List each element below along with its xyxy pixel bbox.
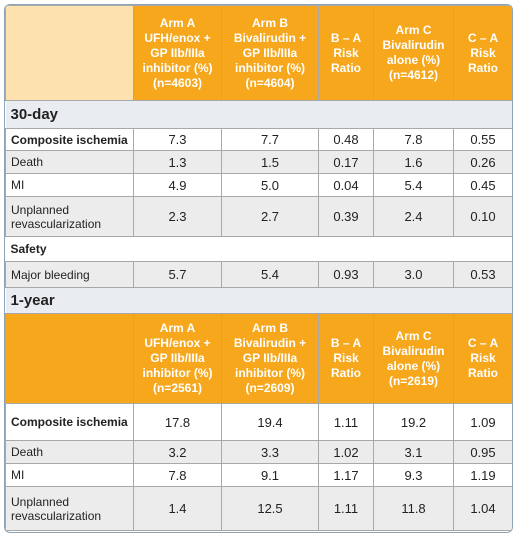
value-cell: 5.7 [133, 261, 222, 288]
value-cell: 5.4 [221, 261, 319, 288]
results-table-panel: Arm A UFH/enox + GP IIb/IIIa inhibitor (… [4, 4, 513, 533]
data-row: Unplanned revascularization 2.3 2.7 0.39 2.4… [5, 196, 512, 237]
data-row: Composite ischemia 17.8 19.4 1.11 19.2 1.09 [5, 403, 512, 441]
value-cell: 4.9 [133, 173, 222, 197]
value-cell: 1.02 [318, 440, 374, 464]
value-cell: 0.55 [453, 128, 512, 151]
table-body: Arm A UFH/enox + GP IIb/IIIa inhibitor (… [5, 5, 512, 531]
value-cell: 0.04 [318, 173, 374, 197]
value-cell: 1.11 [318, 486, 374, 531]
column-header: Arm B Bivalirudin + GP IIb/IIIa inhibito… [221, 5, 319, 101]
value-cell: 3.0 [373, 261, 454, 288]
section-title: 1-year [5, 287, 512, 314]
value-cell: 0.95 [453, 440, 512, 464]
value-cell: 5.0 [221, 173, 319, 197]
corner-cell [5, 313, 134, 404]
section-title-row: 1-year [5, 287, 512, 314]
row-label: Unplanned revascularization [5, 196, 134, 237]
value-cell: 9.3 [373, 463, 454, 487]
column-header: Arm B Bivalirudin + GP IIb/IIIa inhibito… [221, 313, 319, 404]
value-cell: 5.4 [373, 173, 454, 197]
data-row: MI 7.8 9.1 1.17 9.3 1.19 [5, 463, 512, 487]
data-row: MI 4.9 5.0 0.04 5.4 0.45 [5, 173, 512, 197]
value-cell: 2.3 [133, 196, 222, 237]
value-cell: 2.7 [221, 196, 319, 237]
value-cell: 2.4 [373, 196, 454, 237]
value-cell: 19.2 [373, 403, 454, 441]
row-label: MI [5, 173, 134, 197]
corner-cell [5, 5, 134, 101]
column-header: C – A Risk Ratio [453, 5, 512, 101]
value-cell: 1.4 [133, 486, 222, 531]
value-cell: 12.5 [221, 486, 319, 531]
column-header: Arm C Bivalirudin alone (%) (n=4612) [373, 5, 454, 101]
value-cell: 3.1 [373, 440, 454, 464]
value-cell: 7.8 [133, 463, 222, 487]
value-cell: 7.8 [373, 128, 454, 151]
column-header: C – A Risk Ratio [453, 313, 512, 404]
row-label: MI [5, 463, 134, 487]
value-cell: 1.6 [373, 150, 454, 174]
value-cell: 1.09 [453, 403, 512, 441]
value-cell: 0.48 [318, 128, 374, 151]
value-cell: 0.17 [318, 150, 374, 174]
value-cell: 1.11 [318, 403, 374, 441]
value-cell: 3.2 [133, 440, 222, 464]
value-cell: 3.3 [221, 440, 319, 464]
value-cell: 0.45 [453, 173, 512, 197]
column-header: B – A Risk Ratio [318, 313, 374, 404]
value-cell: 0.10 [453, 196, 512, 237]
header-row: Arm A UFH/enox + GP IIb/IIIa inhibitor (… [5, 313, 512, 404]
row-label: Major bleeding [5, 261, 134, 288]
row-label: Death [5, 150, 134, 174]
value-cell: 1.19 [453, 463, 512, 487]
value-cell: 1.5 [221, 150, 319, 174]
results-table: Arm A UFH/enox + GP IIb/IIIa inhibitor (… [5, 5, 512, 531]
column-header: Arm A UFH/enox + GP IIb/IIIa inhibitor (… [133, 5, 222, 101]
column-header: Arm C Bivalirudin alone (%) (n=2619) [373, 313, 454, 404]
value-cell: 0.93 [318, 261, 374, 288]
data-row: Death 1.3 1.5 0.17 1.6 0.26 [5, 150, 512, 174]
header-row: Arm A UFH/enox + GP IIb/IIIa inhibitor (… [5, 5, 512, 101]
row-label: Death [5, 440, 134, 464]
value-cell: 11.8 [373, 486, 454, 531]
value-cell: 0.26 [453, 150, 512, 174]
value-cell: 1.3 [133, 150, 222, 174]
column-header: Arm A UFH/enox + GP IIb/IIIa inhibitor (… [133, 313, 222, 404]
value-cell: 1.04 [453, 486, 512, 531]
data-row: Unplanned revascularization 1.4 12.5 1.11 11… [5, 486, 512, 531]
section-title-row: 30-day [5, 100, 512, 129]
section-title: 30-day [5, 100, 512, 129]
value-cell: 0.39 [318, 196, 374, 237]
value-cell: 9.1 [221, 463, 319, 487]
data-row: Composite ischemia 7.3 7.7 0.48 7.8 0.55 [5, 128, 512, 151]
row-label: Composite ischemia [5, 128, 134, 151]
data-row: Death 3.2 3.3 1.02 3.1 0.95 [5, 440, 512, 464]
value-cell: 1.17 [318, 463, 374, 487]
row-label: Composite ischemia [5, 403, 134, 441]
subsection-title-row: Safety [5, 236, 512, 262]
value-cell: 0.53 [453, 261, 512, 288]
data-row: Major bleeding 5.7 5.4 0.93 3.0 0.53 [5, 261, 512, 288]
subsection-title: Safety [5, 236, 512, 262]
value-cell: 7.7 [221, 128, 319, 151]
value-cell: 17.8 [133, 403, 222, 441]
column-header: B – A Risk Ratio [318, 5, 374, 101]
value-cell: 7.3 [133, 128, 222, 151]
row-label: Unplanned revascularization [5, 486, 134, 531]
value-cell: 19.4 [221, 403, 319, 441]
